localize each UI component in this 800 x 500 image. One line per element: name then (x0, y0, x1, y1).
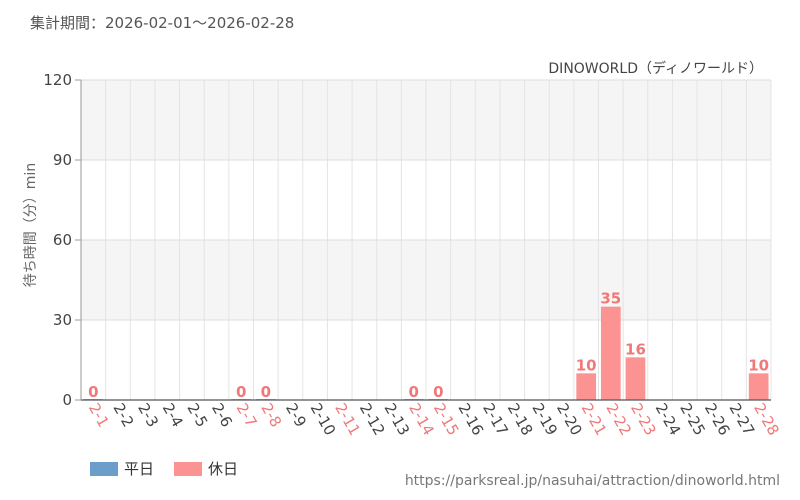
x-tick-label: 2-2 (110, 400, 138, 430)
x-tick-label: 2-10 (307, 400, 340, 438)
source-url: https://parksreal.jp/nasuhai/attraction/… (404, 473, 780, 489)
x-tick-label: 2-7 (233, 400, 261, 430)
bar-value-label: 16 (625, 340, 646, 358)
legend-swatch-holiday (174, 461, 203, 476)
bar-2-28 (748, 373, 769, 400)
x-tick-label: 2-11 (331, 400, 364, 438)
legend-item-weekday: 平日 (90, 458, 154, 479)
x-tick-label: 2-24 (652, 400, 685, 438)
bar-2-23 (625, 357, 646, 400)
x-tick-label: 2-4 (159, 400, 187, 430)
x-tick-label: 2-14 (405, 400, 438, 438)
x-tick-label: 2-9 (282, 400, 310, 430)
legend-label-holiday: 休日 (208, 460, 239, 478)
x-tick-label: 2-1 (85, 400, 113, 430)
x-tick-label: 2-22 (602, 400, 635, 438)
x-tick-label: 2-19 (528, 400, 561, 438)
x-tick-label: 2-23 (627, 400, 660, 438)
x-tick-label: 2-13 (381, 400, 414, 438)
x-tick-label: 2-3 (134, 400, 162, 430)
period-label: 集計期間：2026-02-01～2026-02-28 (30, 14, 295, 32)
x-tick-label: 2-16 (455, 400, 488, 438)
x-tick-label: 2-27 (726, 400, 759, 438)
y-tick-label: 90 (53, 151, 72, 169)
bar-2-21 (576, 373, 597, 400)
x-tick-label: 2-20 (553, 400, 586, 438)
x-tick-label: 2-5 (183, 400, 211, 430)
chart-title: DINOWORLD（ディノワールド） (548, 60, 763, 77)
x-tick-label: 2-8 (257, 400, 285, 430)
bar-value-label: 0 (433, 383, 443, 401)
x-tick-label: 2-12 (356, 400, 389, 438)
legend-label-weekday: 平日 (124, 460, 155, 478)
x-tick-label: 2-18 (504, 400, 537, 438)
bar-value-label: 35 (600, 290, 621, 308)
bar-value-label: 10 (576, 356, 597, 374)
x-tick-label: 2-28 (750, 400, 783, 438)
bar-value-label: 0 (261, 383, 271, 401)
y-tick-label: 120 (43, 71, 72, 89)
x-tick-label: 2-15 (430, 400, 463, 438)
chart-legend: 平日 休日 (90, 458, 238, 479)
bar-value-label: 0 (88, 383, 98, 401)
x-tick-label: 2-26 (701, 400, 734, 438)
x-tick-label: 2-21 (578, 400, 611, 438)
x-tick-label: 2-25 (676, 400, 709, 438)
x-tick-label: 2-6 (208, 400, 236, 430)
y-tick-label: 30 (53, 311, 72, 329)
bar-value-label: 0 (236, 383, 246, 401)
bar-value-label: 0 (408, 383, 418, 401)
legend-item-holiday: 休日 (174, 458, 238, 479)
y-tick-label: 60 (53, 231, 72, 249)
bar-2-22 (600, 306, 621, 400)
bar-value-label: 10 (748, 356, 769, 374)
legend-swatch-weekday (90, 461, 118, 476)
y-tick-label: 0 (62, 391, 72, 409)
x-tick-label: 2-17 (479, 400, 512, 438)
y-axis-label: 待ち時間（分）min (23, 163, 39, 287)
